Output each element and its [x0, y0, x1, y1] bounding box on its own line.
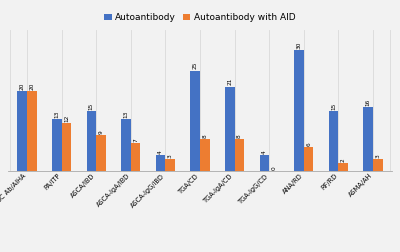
- Bar: [200, 139, 210, 171]
- Text: 3: 3: [375, 154, 380, 158]
- Bar: [27, 91, 37, 171]
- Text: 20: 20: [29, 82, 34, 89]
- Text: 15: 15: [331, 102, 336, 110]
- Text: 2: 2: [341, 158, 346, 162]
- Bar: [294, 50, 304, 171]
- Bar: [234, 139, 244, 171]
- Text: 16: 16: [366, 98, 371, 106]
- Bar: [131, 143, 140, 171]
- Bar: [52, 119, 62, 171]
- Bar: [304, 147, 314, 171]
- Bar: [329, 111, 338, 171]
- Text: 3: 3: [168, 154, 173, 158]
- Text: 13: 13: [54, 110, 59, 118]
- Bar: [156, 155, 166, 171]
- Bar: [96, 135, 106, 171]
- Text: 25: 25: [193, 62, 198, 69]
- Bar: [86, 111, 96, 171]
- Text: 9: 9: [98, 130, 104, 134]
- Text: 4: 4: [262, 150, 267, 154]
- Bar: [121, 119, 131, 171]
- Text: 0: 0: [272, 166, 276, 170]
- Text: 7: 7: [133, 138, 138, 142]
- Text: 15: 15: [89, 102, 94, 110]
- Bar: [190, 71, 200, 171]
- Bar: [373, 159, 383, 171]
- Bar: [225, 87, 234, 171]
- Text: 4: 4: [158, 150, 163, 154]
- Text: 12: 12: [64, 114, 69, 122]
- Text: 8: 8: [237, 134, 242, 138]
- Text: 30: 30: [296, 42, 302, 49]
- Bar: [338, 163, 348, 171]
- Bar: [166, 159, 175, 171]
- Text: 8: 8: [202, 134, 207, 138]
- Bar: [363, 107, 373, 171]
- Bar: [260, 155, 269, 171]
- Text: 13: 13: [124, 110, 128, 118]
- Text: 6: 6: [306, 142, 311, 146]
- Legend: Autoantibody, Autoantibody with AID: Autoantibody, Autoantibody with AID: [101, 9, 299, 25]
- Bar: [17, 91, 27, 171]
- Text: 20: 20: [20, 82, 25, 89]
- Bar: [62, 123, 71, 171]
- Text: 21: 21: [227, 78, 232, 85]
